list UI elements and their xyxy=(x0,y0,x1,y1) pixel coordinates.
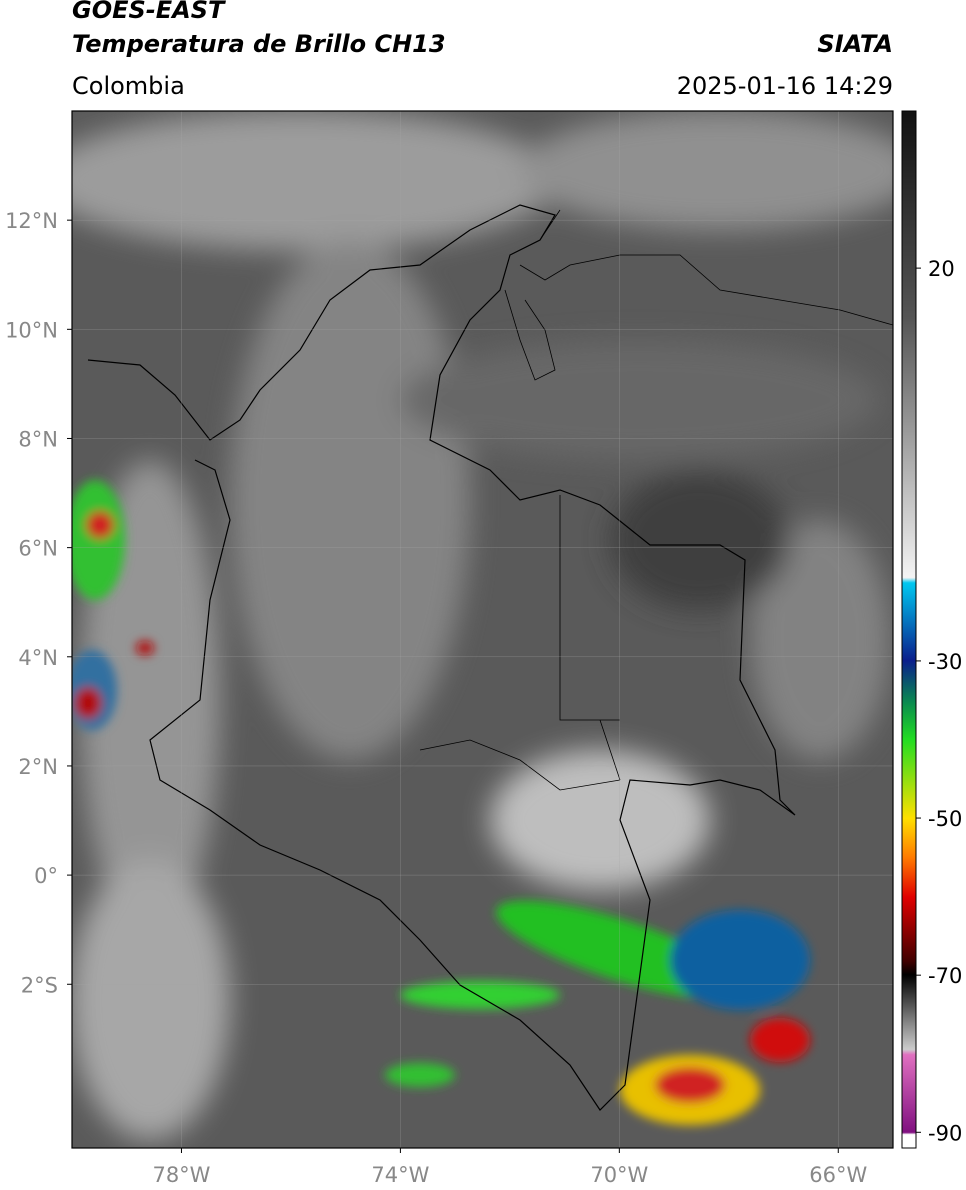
y-tick-label: 10°N xyxy=(5,318,58,342)
colorbar-tick-label: 20 xyxy=(928,257,955,281)
colorbar-tick-label: -90 xyxy=(928,1121,962,1145)
y-tick-label: 12°N xyxy=(5,209,58,233)
colorbar xyxy=(901,110,917,1149)
grid xyxy=(72,111,893,1148)
x-tick-label: 74°W xyxy=(371,1163,429,1187)
x-tick-label: 78°W xyxy=(152,1163,210,1187)
datetime-label: 2025-01-16 14:29 xyxy=(676,72,893,100)
colorbar-tick-label: -30 xyxy=(928,650,962,674)
y-tick-label: 2°S xyxy=(21,973,58,997)
x-tick-label: 66°W xyxy=(809,1163,867,1187)
map-frame xyxy=(71,110,894,1149)
source-label: SIATA xyxy=(817,30,893,58)
satellite-title: GOES-EAST xyxy=(72,0,225,24)
colorbar-tick-label: -50 xyxy=(928,807,962,831)
y-tick-label: 8°N xyxy=(18,427,58,451)
product-title: Temperatura de Brillo CH13 xyxy=(72,30,446,58)
y-tick-label: 4°N xyxy=(18,646,58,670)
y-tick-label: 2°N xyxy=(18,755,58,779)
colorbar-tick-label: -70 xyxy=(928,964,962,988)
region-label: Colombia xyxy=(72,72,185,100)
y-tick-label: 0° xyxy=(34,864,58,888)
y-tick-label: 6°N xyxy=(18,537,58,561)
satellite-image xyxy=(72,111,893,1148)
x-tick-label: 70°W xyxy=(590,1163,648,1187)
